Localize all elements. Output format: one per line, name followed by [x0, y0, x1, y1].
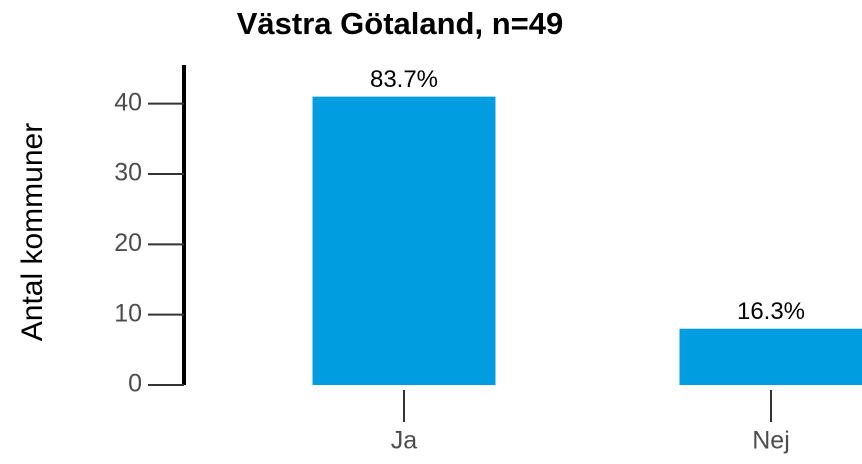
y-tick-label: 10 — [114, 299, 142, 327]
y-tick-label: 0 — [128, 370, 142, 398]
value-label: 83.7% — [370, 66, 438, 93]
bar — [679, 328, 862, 385]
chart-title: Västra Götaland, n=49 — [237, 6, 563, 41]
y-tick-label: 30 — [114, 159, 142, 187]
x-tick-label: Nej — [752, 427, 790, 455]
y-axis-label: Antal kommuner — [16, 123, 49, 341]
bar — [312, 96, 496, 386]
y-tick-label: 40 — [114, 88, 142, 116]
y-tick-label: 20 — [114, 229, 142, 257]
value-label: 16.3% — [737, 298, 805, 325]
x-tick-label: Ja — [391, 427, 418, 455]
